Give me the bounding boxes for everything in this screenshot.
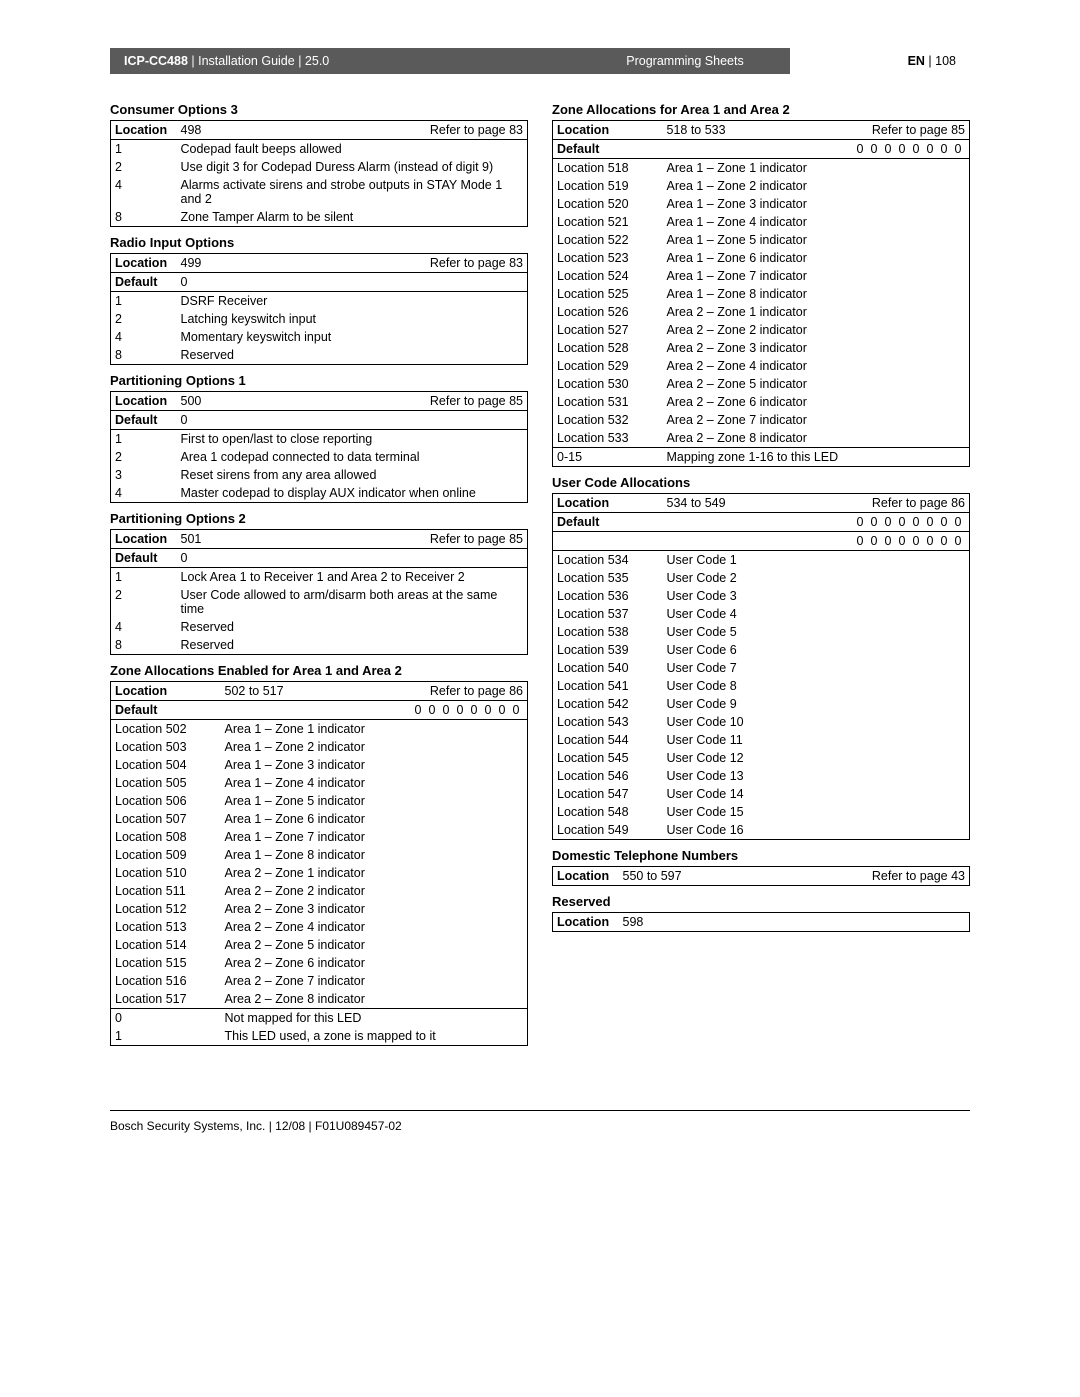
section-title: Consumer Options 3 <box>110 102 528 117</box>
section-title: Partitioning Options 1 <box>110 373 528 388</box>
option-table: Location518 to 533Refer to page 85Defaul… <box>552 120 970 467</box>
header-section: 25.0 <box>305 54 329 68</box>
section-title: User Code Allocations <box>552 475 970 490</box>
section-title: Zone Allocations Enabled for Area 1 and … <box>110 663 528 678</box>
option-table: Location534 to 549Refer to page 86Defaul… <box>552 493 970 840</box>
section-title: Domestic Telephone Numbers <box>552 848 970 863</box>
page-header: ICP-CC488 | Installation Guide | 25.0 Pr… <box>110 48 970 74</box>
right-column: Zone Allocations for Area 1 and Area 2 Lo… <box>552 94 970 1050</box>
left-column: Consumer Options 3 Location498Refer to pa… <box>110 94 528 1050</box>
option-table: Location500Refer to page 85Default01Firs… <box>110 391 528 503</box>
page-footer: Bosch Security Systems, Inc. | 12/08 | F… <box>0 1050 1080 1163</box>
section-title: Reserved <box>552 894 970 909</box>
header-model: ICP-CC488 <box>124 54 188 68</box>
header-lang: EN <box>908 54 925 68</box>
header-middle: Programming Sheets <box>580 48 790 74</box>
page-body: Consumer Options 3 Location498Refer to pa… <box>0 74 1080 1050</box>
option-table: Location502 to 517Refer to page 86Defaul… <box>110 681 528 1046</box>
option-table: Location501Refer to page 85Default01Lock… <box>110 529 528 655</box>
section-title: Zone Allocations for Area 1 and Area 2 <box>552 102 970 117</box>
section-title: Partitioning Options 2 <box>110 511 528 526</box>
option-table: Location598 <box>552 912 970 932</box>
header-right: EN | 108 <box>790 48 970 74</box>
footer-text: Bosch Security Systems, Inc. | 12/08 | F… <box>110 1119 402 1133</box>
option-table: Location498Refer to page 831Codepad faul… <box>110 120 528 227</box>
option-table: Location550 to 597Refer to page 43 <box>552 866 970 886</box>
option-table: Location499Refer to page 83Default01DSRF… <box>110 253 528 365</box>
header-page: 108 <box>935 54 956 68</box>
header-guide: Installation Guide <box>198 54 295 68</box>
header-left: ICP-CC488 | Installation Guide | 25.0 <box>110 48 580 74</box>
section-title: Radio Input Options <box>110 235 528 250</box>
